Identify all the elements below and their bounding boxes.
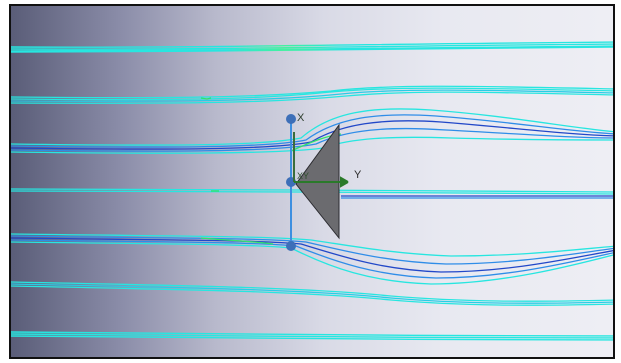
sketch-point-top[interactable] (286, 114, 296, 124)
coordinate-triad (293, 132, 349, 188)
streamline-bundle-top (11, 41, 613, 53)
sketch-line[interactable] (286, 114, 296, 251)
streamline-bundle-lower (11, 281, 613, 306)
3d-viewport[interactable]: X Y XY (9, 4, 615, 359)
streamline-bundle-center (11, 188, 613, 199)
streamline-bundle-upper (11, 85, 613, 104)
streamline-bundle-deflect-lower (11, 233, 613, 285)
streamline-bundle-deflect-upper (11, 108, 613, 154)
streamline-bundle-bottom (11, 331, 613, 341)
flow-scene (11, 41, 613, 341)
sketch-point-bottom[interactable] (286, 241, 296, 251)
